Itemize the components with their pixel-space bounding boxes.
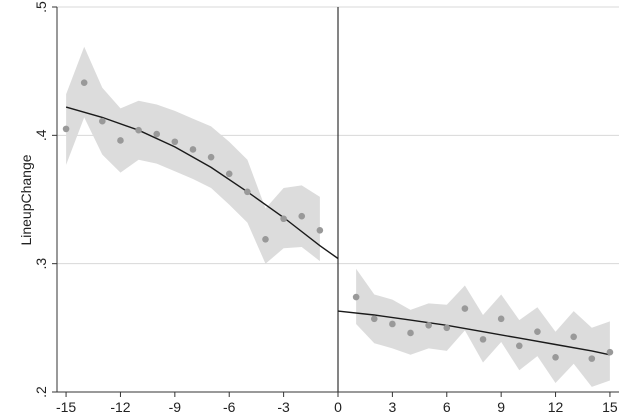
scatter-point-19 xyxy=(425,321,432,329)
x-tick-label-2: -9 xyxy=(169,399,182,415)
scatter-point-17 xyxy=(389,320,396,328)
fit-line-left xyxy=(65,106,339,260)
scatter-point-10 xyxy=(244,188,251,196)
scatter-point-18 xyxy=(407,329,414,337)
x-tick-label-10: 15 xyxy=(602,399,618,415)
x-tick-label-3: -6 xyxy=(223,399,236,415)
scatter-point-25 xyxy=(534,328,541,335)
scatter-point-0 xyxy=(62,125,70,133)
scatter-point-28 xyxy=(588,355,596,362)
scatter-point-16 xyxy=(370,315,378,323)
confidence-band-left xyxy=(66,46,320,264)
scatter-point-11 xyxy=(262,235,269,243)
scatter-point-7 xyxy=(189,146,197,153)
x-tick-label-7: 6 xyxy=(443,399,451,415)
scatter-point-3 xyxy=(117,137,124,144)
scatter-point-20 xyxy=(443,324,451,332)
scatter-point-4 xyxy=(135,126,142,134)
scatter-point-22 xyxy=(479,336,487,343)
scatter-point-13 xyxy=(298,212,306,220)
scatter-point-layer xyxy=(62,79,614,362)
x-tick-label-4: -3 xyxy=(277,399,290,415)
scatter-point-12 xyxy=(280,215,287,223)
confidence-band-right xyxy=(356,268,610,387)
x-tick-label-8: 9 xyxy=(497,399,505,415)
scatter-point-8 xyxy=(207,153,215,161)
y-tick-label-3: .5 xyxy=(33,1,49,13)
x-tick-label-9: 12 xyxy=(548,399,564,415)
scatter-point-2 xyxy=(99,117,106,125)
x-tick-label-1: -12 xyxy=(110,399,130,415)
tick-label-layer: -15 -12 -9 -6 -3 0 3 6 9 12 15 .2 .3 .4 .5 xyxy=(33,1,618,415)
scatter-point-1 xyxy=(80,79,88,87)
y-axis-title: LineupChange xyxy=(18,154,34,245)
scatter-point-29 xyxy=(606,348,614,356)
scatter-point-23 xyxy=(497,315,505,323)
scatter-point-21 xyxy=(461,305,469,312)
scatter-point-26 xyxy=(552,354,559,361)
x-tick-label-6: 3 xyxy=(388,399,396,415)
scatter-point-5 xyxy=(153,130,161,138)
y-tick-label-1: .3 xyxy=(33,258,49,270)
y-tick-label-0: .2 xyxy=(33,386,49,398)
scatter-point-15 xyxy=(352,293,360,301)
x-tick-label-5: 0 xyxy=(334,399,342,415)
scatter-point-24 xyxy=(515,342,523,350)
x-tick-label-0: -15 xyxy=(56,399,76,415)
confidence-band-layer xyxy=(66,46,610,387)
scatter-point-9 xyxy=(225,170,233,178)
fit-line-layer xyxy=(65,106,611,356)
y-tick-label-2: .4 xyxy=(33,129,49,141)
scatter-point-14 xyxy=(316,227,324,234)
scatter-point-6 xyxy=(171,138,179,146)
fit-line-right xyxy=(337,310,611,356)
scatter-point-27 xyxy=(570,333,577,341)
